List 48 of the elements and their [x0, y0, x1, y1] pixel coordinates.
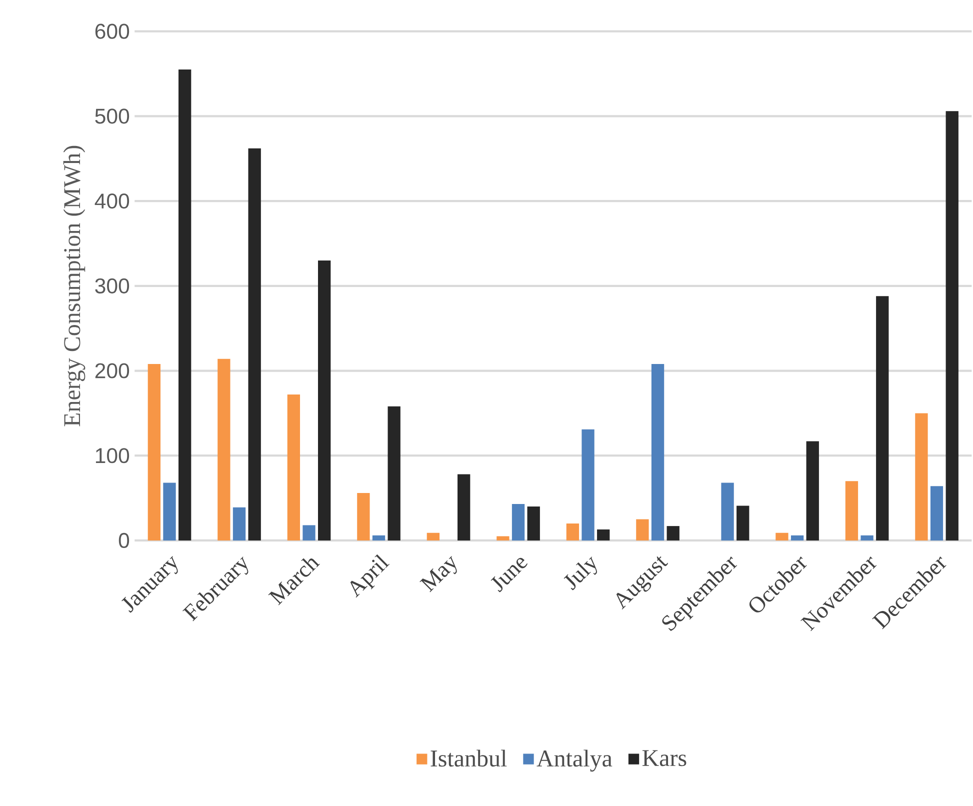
bar: [930, 486, 944, 541]
bar: [736, 506, 750, 541]
bar: [946, 111, 958, 541]
x-tick-label: May: [420, 556, 457, 592]
y-tick-label: 0: [118, 533, 130, 548]
y-tick-label: 600: [95, 24, 130, 40]
x-tick-label: June: [490, 558, 528, 592]
y-tick-label: 400: [94, 194, 130, 209]
y-axis-title: Energy Consumption (MWh): [63, 146, 86, 426]
bar: [318, 260, 331, 541]
bar: [666, 526, 680, 541]
legend-label: Antalya: [536, 750, 612, 772]
bar: [721, 482, 734, 541]
legend-label: Istanbul: [430, 750, 507, 767]
bar: [860, 536, 874, 541]
bar: [372, 536, 386, 541]
legend-label: Kars: [642, 750, 686, 766]
bar: [790, 536, 804, 541]
bar: [527, 506, 540, 541]
bar: [806, 441, 819, 541]
bar: [636, 519, 649, 541]
bar: [845, 481, 858, 541]
bar: [232, 508, 246, 541]
y-tick-label: 300: [95, 278, 130, 294]
bar: [512, 504, 525, 541]
x-tick-label: July: [564, 556, 597, 590]
bar: [302, 525, 316, 541]
bar: [566, 524, 580, 541]
bar: [287, 394, 300, 541]
bar: [597, 530, 610, 541]
bar: [163, 482, 176, 541]
bar: [776, 532, 788, 541]
bar: [248, 148, 261, 541]
y-tick-label: 200: [95, 363, 130, 378]
bar: [651, 364, 664, 541]
bar: [218, 359, 230, 541]
bar: [496, 536, 510, 541]
bar: [388, 406, 400, 541]
bar: [876, 296, 889, 541]
bar: [915, 413, 928, 541]
bar: [357, 493, 370, 541]
bar: [148, 364, 160, 541]
bar: [582, 429, 594, 541]
bar: [178, 70, 192, 541]
bar: [426, 532, 440, 541]
y-tick-label: 500: [95, 108, 130, 124]
y-tick-label: 100: [96, 448, 130, 464]
bar: [458, 474, 470, 541]
